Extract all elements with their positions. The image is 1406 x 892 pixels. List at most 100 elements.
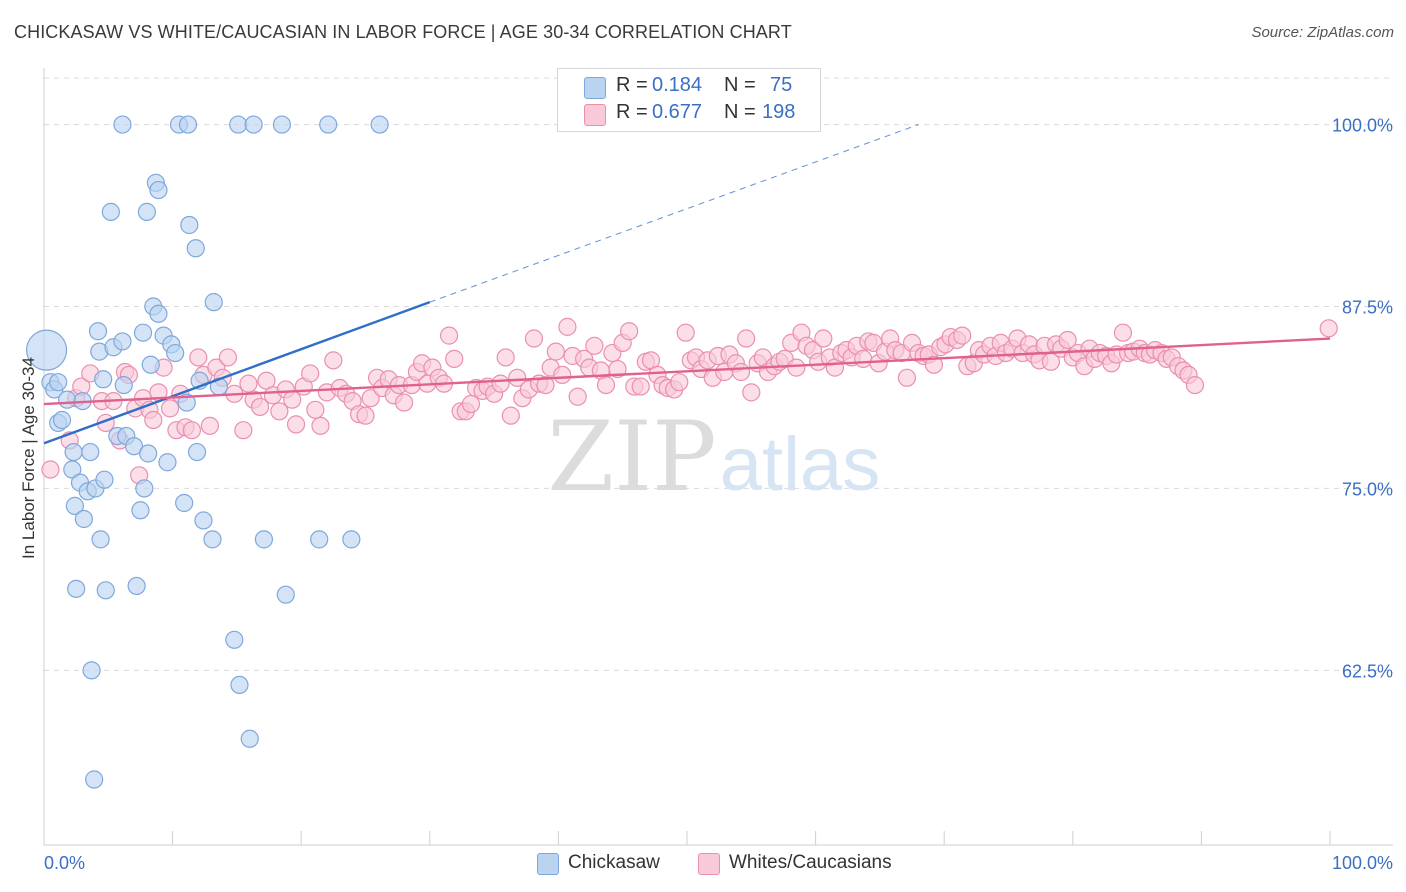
data-point-whites: [200, 416, 219, 435]
data-point-whites: [924, 355, 944, 374]
data-point-chickasaw: [139, 444, 158, 463]
legend-r-value: 0.184: [652, 74, 703, 96]
legend-n-value: 75: [770, 74, 793, 96]
data-point-chickasaw: [370, 115, 389, 134]
series-whites-points: [41, 317, 1338, 485]
data-point-whites: [854, 349, 873, 368]
data-point-whites: [670, 373, 689, 392]
chart-title: CHICKASAW VS WHITE/CAUCASIAN IN LABOR FO…: [14, 22, 792, 42]
data-point-whites: [897, 368, 917, 387]
data-point-whites: [234, 421, 253, 440]
data-point-whites: [546, 342, 565, 361]
data-point-whites: [568, 387, 587, 406]
data-point-chickasaw: [177, 393, 196, 412]
data-point-whites: [620, 322, 639, 341]
data-point-whites: [676, 323, 695, 342]
data-point-whites: [218, 348, 237, 367]
data-point-chickasaw: [113, 115, 132, 134]
y-tick-labels: 62.5% 75.0% 87.5% 100.0%: [1332, 116, 1393, 682]
data-point-chickasaw: [178, 115, 198, 134]
data-point-whites: [585, 336, 604, 355]
data-point-whites: [814, 329, 833, 348]
data-point-whites: [356, 406, 375, 425]
data-point-whites: [239, 374, 258, 393]
data-point-whites: [1113, 323, 1133, 342]
data-point-whites: [553, 365, 572, 385]
data-point-chickasaw: [276, 585, 295, 604]
data-point-whites: [536, 375, 555, 395]
data-point-chickasaw: [240, 729, 259, 748]
data-point-whites: [491, 374, 510, 393]
legend-swatch-pink: [584, 104, 606, 126]
data-point-chickasaw: [91, 530, 110, 549]
data-point-whites: [160, 399, 180, 418]
legend-n-label: N =: [724, 101, 756, 123]
data-point-whites: [361, 389, 380, 408]
data-point-chickasaw: [25, 329, 68, 371]
data-point-chickasaw: [131, 501, 150, 520]
data-point-chickasaw: [254, 530, 274, 549]
x-tick-label-min: 0.0%: [44, 853, 85, 873]
data-point-chickasaw: [81, 442, 100, 462]
data-point-whites: [1319, 319, 1338, 338]
data-point-whites: [445, 349, 464, 368]
data-point-chickasaw: [74, 509, 93, 529]
data-point-chickasaw: [95, 470, 114, 489]
legend-label-whites: Whites/Caucasians: [729, 852, 892, 873]
data-point-chickasaw: [158, 453, 177, 472]
legend-label-chickasaw: Chickasaw: [568, 852, 660, 873]
axes: [43, 68, 1393, 846]
data-point-chickasaw: [180, 215, 199, 235]
data-point-chickasaw: [85, 770, 104, 789]
data-point-chickasaw: [244, 115, 263, 134]
y-axis-label: In Labor Force | Age 30-34: [19, 357, 38, 559]
data-point-whites: [742, 383, 761, 402]
data-point-chickasaw: [204, 293, 223, 312]
data-point-chickasaw: [175, 493, 194, 513]
data-point-whites: [144, 410, 163, 430]
data-point-whites: [301, 364, 320, 383]
data-point-chickasaw: [88, 322, 108, 341]
data-point-chickasaw: [310, 530, 329, 549]
data-point-chickasaw: [58, 390, 77, 409]
data-point-whites: [558, 317, 577, 336]
trendline-chickasaw-extension: [429, 124, 919, 303]
trendline-chickasaw: [43, 301, 431, 445]
data-point-chickasaw: [124, 437, 144, 456]
data-point-whites: [631, 377, 650, 396]
legend-r-label: R =: [616, 101, 648, 123]
data-point-chickasaw: [127, 576, 146, 596]
legend-row-chickasaw: R = 0.184 N = 75: [558, 74, 820, 100]
legend-r-value: 0.677: [652, 101, 703, 123]
data-point-whites: [731, 362, 751, 382]
legend-r-label: R =: [616, 74, 648, 96]
data-point-whites: [953, 326, 972, 345]
data-point-chickasaw: [65, 496, 84, 515]
data-point-whites: [394, 393, 414, 412]
data-point-chickasaw: [225, 630, 244, 649]
data-point-chickasaw: [149, 304, 168, 323]
data-point-whites: [311, 416, 330, 435]
data-point-whites: [737, 329, 756, 348]
data-point-chickasaw: [96, 581, 115, 600]
watermark: ZIP atlas: [547, 401, 880, 513]
legend-swatch-blue: [584, 77, 606, 99]
correlation-legend: R = 0.184 N = 75 R = 0.677 N = 198: [557, 68, 821, 132]
x-tick-label-max: 100.0%: [1332, 853, 1393, 873]
y-tick-label: 100.0%: [1332, 116, 1393, 136]
data-point-chickasaw: [137, 202, 156, 221]
data-point-chickasaw: [229, 115, 248, 134]
data-point-chickasaw: [101, 202, 120, 221]
data-point-whites: [182, 421, 201, 440]
data-point-whites: [189, 348, 208, 367]
data-point-whites: [787, 358, 806, 377]
legend-swatch-pink: [698, 853, 720, 875]
trend-lines: [43, 124, 1331, 445]
data-point-whites: [286, 415, 306, 434]
y-tick-label: 62.5%: [1342, 661, 1393, 681]
data-point-whites: [324, 351, 343, 370]
data-point-chickasaw: [113, 332, 132, 351]
data-point-whites: [270, 402, 289, 421]
data-point-whites: [306, 400, 325, 419]
